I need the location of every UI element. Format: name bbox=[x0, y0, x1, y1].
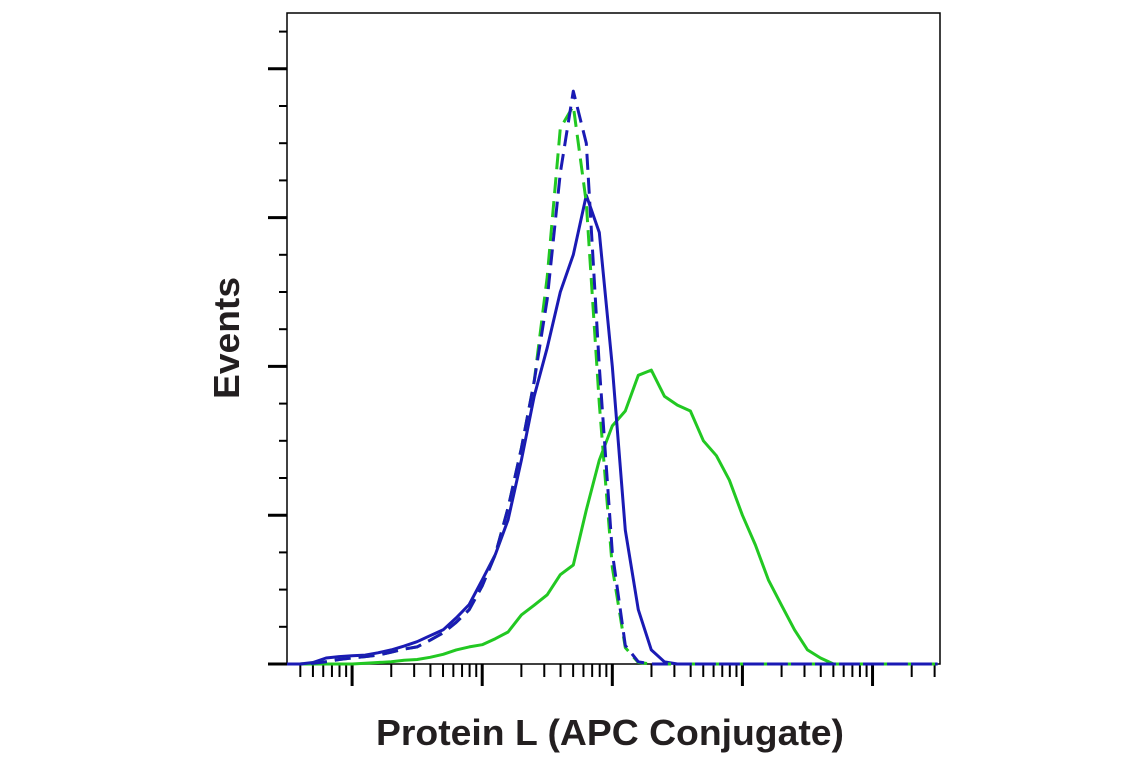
histogram-line bbox=[287, 368, 938, 666]
dashed-histogram-line bbox=[287, 89, 938, 666]
x-axis-label: Protein L (APC Conjugate) bbox=[376, 712, 844, 753]
y-axis-label: Events bbox=[206, 277, 247, 399]
